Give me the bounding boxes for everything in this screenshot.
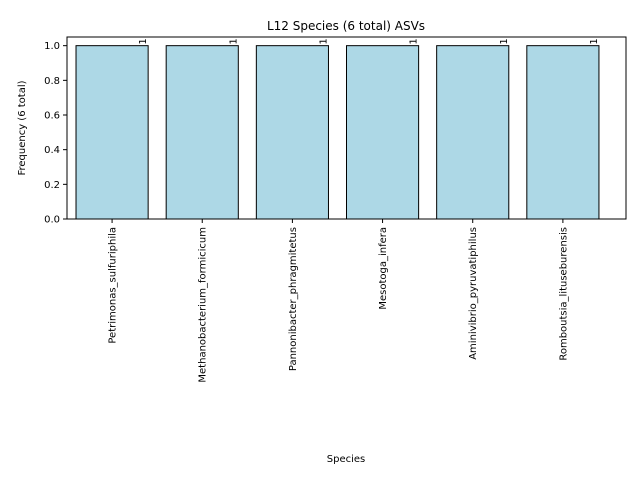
y-tick-label: 0.6 xyxy=(44,111,60,122)
bar xyxy=(255,45,329,220)
bar xyxy=(436,45,510,220)
x-axis-label: Species xyxy=(327,454,366,465)
bar xyxy=(346,45,420,220)
y-tick-label: 0.0 xyxy=(44,215,60,226)
bar xyxy=(165,45,239,220)
y-axis-label: Frequency (6 total) xyxy=(17,80,28,175)
bar-value-label: 1 xyxy=(499,38,510,44)
y-axis: 0.0 0.2 0.4 0.6 0.8 1.0 xyxy=(44,41,67,226)
bar-value-label: 1 xyxy=(228,38,239,44)
plot-area: 1 1 1 1 1 1 xyxy=(75,38,600,220)
bar-value-label: 1 xyxy=(409,38,420,44)
y-tick-label: 0.2 xyxy=(44,180,60,191)
y-tick-label: 0.8 xyxy=(44,76,60,87)
y-tick-label: 1.0 xyxy=(44,41,60,52)
x-tick-label: Romboutsia_lituseburensis xyxy=(558,227,569,361)
bar xyxy=(75,45,149,220)
x-tick-label: Aminivibrio_pyruvatiphilus xyxy=(468,227,479,360)
bar-value-label: 1 xyxy=(318,38,329,44)
x-tick-label: Pannonibacter_phragmitetus xyxy=(288,227,299,371)
bar-value-label: 1 xyxy=(589,38,600,44)
x-tick-label: Mesotoga_infera xyxy=(378,227,389,310)
x-tick-label: Petrimonas_sulfuriphila xyxy=(108,227,119,344)
bar xyxy=(526,45,600,220)
x-axis: Petrimonas_sulfuriphila Methanobacterium_… xyxy=(108,219,569,383)
x-tick-label: Methanobacterium_formicicum xyxy=(198,227,209,383)
y-tick-label: 0.4 xyxy=(44,145,60,156)
chart-title: L12 Species (6 total) ASVs xyxy=(267,19,425,33)
plot-frame xyxy=(66,36,627,220)
bar-value-label: 1 xyxy=(138,38,149,44)
